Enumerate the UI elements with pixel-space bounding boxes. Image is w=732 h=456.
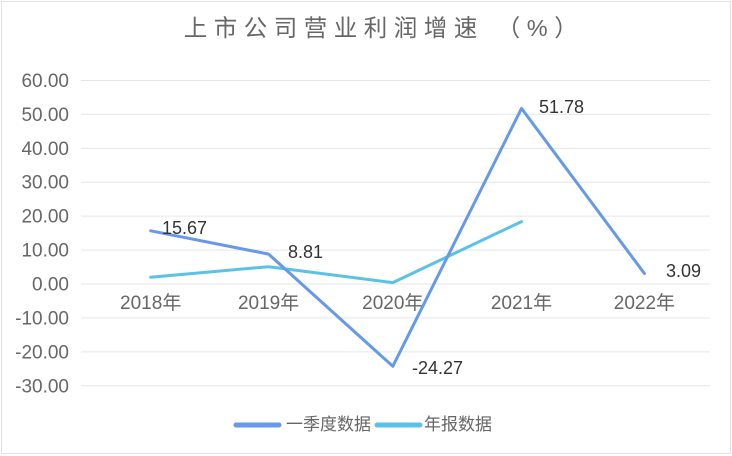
svg-text:2022年: 2022年 bbox=[614, 292, 675, 314]
svg-text:2019年: 2019年 bbox=[238, 292, 299, 314]
svg-text:一季度数据: 一季度数据 bbox=[286, 415, 371, 434]
svg-text:10.00: 10.00 bbox=[21, 241, 69, 262]
svg-text:年报数据: 年报数据 bbox=[424, 415, 492, 434]
svg-text:40.00: 40.00 bbox=[21, 139, 69, 160]
svg-text:8.81: 8.81 bbox=[288, 242, 323, 262]
svg-text:50.00: 50.00 bbox=[21, 105, 69, 126]
svg-text:20.00: 20.00 bbox=[21, 207, 69, 228]
svg-text:51.78: 51.78 bbox=[539, 97, 584, 117]
svg-text:30.00: 30.00 bbox=[21, 173, 69, 194]
svg-text:-30.00: -30.00 bbox=[15, 376, 69, 397]
svg-text:2018年: 2018年 bbox=[120, 292, 181, 314]
svg-text:-10.00: -10.00 bbox=[15, 308, 69, 329]
svg-text:-24.27: -24.27 bbox=[412, 358, 463, 378]
svg-text:2021年: 2021年 bbox=[491, 292, 552, 314]
svg-text:3.09: 3.09 bbox=[666, 261, 701, 281]
svg-text:0.00: 0.00 bbox=[32, 275, 69, 296]
svg-text:60.00: 60.00 bbox=[21, 71, 69, 92]
svg-text:-20.00: -20.00 bbox=[15, 342, 69, 363]
svg-text:2020年: 2020年 bbox=[362, 292, 423, 314]
svg-text:15.67: 15.67 bbox=[162, 218, 207, 238]
